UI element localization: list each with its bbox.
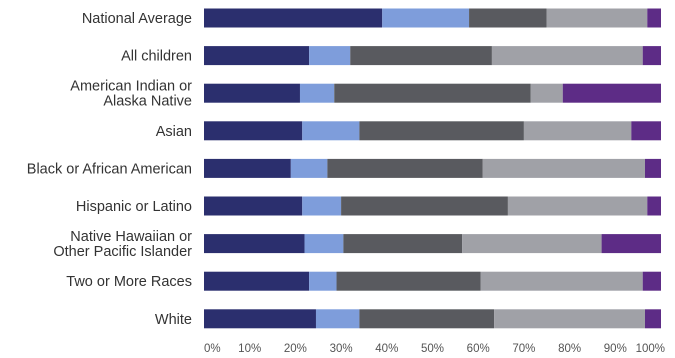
bar-segment-8-4 [645,309,661,329]
bar-segment-8-1 [315,309,360,329]
x-tick-label: 20% [284,343,307,355]
bar-segment-4-0 [204,158,291,178]
category-labels: National Average All children American Ind… [27,11,192,328]
category-label: White [155,312,192,328]
x-tick-label: 100% [636,343,665,355]
bars-layer [204,8,661,329]
x-tick-label: 80% [558,343,581,355]
category-label-line: Other Pacific Islander [53,244,192,260]
bar-segment-7-0 [204,271,310,291]
bar-segment-5-4 [647,196,661,216]
bar-segment-3-0 [204,121,303,141]
category-label-line: All children [121,49,192,65]
category-label: Native Hawaiian or Other Pacific Islander [53,229,192,260]
bar-segment-3-2 [359,121,524,141]
category-label: Hispanic or Latino [76,199,192,215]
bar-segment-8-2 [359,309,495,329]
category-label-line: Hispanic or Latino [76,199,192,215]
x-tick-label: 60% [467,343,490,355]
bar-segment-2-4 [562,83,661,103]
bar-segment-5-1 [302,196,342,216]
bar-segment-6-3 [462,234,602,254]
bar-segment-5-0 [204,196,303,216]
x-axis-ticks: 0% 10% 20% 30% 40% 50% 60% 70% 80% 90% 100% [204,343,665,355]
category-label-line: Asian [156,124,192,140]
bar-segment-7-2 [336,271,481,291]
bar-segment-7-1 [309,271,337,291]
x-tick-label: 30% [330,343,353,355]
category-label-line: National Average [82,11,192,27]
bar-segment-1-0 [204,46,310,66]
bar-segment-2-1 [299,83,335,103]
bar-segment-1-4 [642,46,661,66]
x-tick-label: 70% [512,343,535,355]
category-label-line: Native Hawaiian or [70,229,192,245]
x-tick-label: 40% [375,343,398,355]
bar-segment-6-1 [304,234,344,254]
category-label-line: Black or African American [27,161,192,177]
bar-segment-0-3 [546,8,648,28]
bar-segment-4-1 [290,158,328,178]
bar-segment-3-3 [523,121,632,141]
category-label-line: American Indian or [70,79,192,95]
category-label: National Average [82,11,192,27]
bar-segment-2-3 [530,83,563,103]
bar-segment-2-2 [334,83,531,103]
bar-segment-5-2 [341,196,508,216]
bar-segment-1-3 [491,46,643,66]
x-tick-label: 10% [238,343,261,355]
category-label: American Indian or Alaska Native [70,79,192,110]
x-tick-label: 90% [604,343,627,355]
x-tick-label: 0% [204,343,221,355]
bar-segment-2-0 [204,83,300,103]
category-label: All children [121,49,192,65]
category-label: Asian [156,124,192,140]
bar-segment-3-1 [302,121,360,141]
bar-segment-1-2 [350,46,492,66]
category-label-line: Two or More Races [66,274,192,290]
bar-segment-3-4 [631,121,661,141]
bar-segment-5-3 [507,196,648,216]
category-label: Two or More Races [66,274,192,290]
category-label: Black or African American [27,161,192,177]
bar-segment-0-0 [204,8,383,28]
category-label-line: Alaska Native [103,94,192,110]
bar-segment-6-0 [204,234,305,254]
bar-segment-0-4 [647,8,661,28]
bar-segment-0-2 [469,8,547,28]
bar-segment-6-4 [601,234,661,254]
bar-segment-4-2 [327,158,483,178]
x-tick-label: 50% [421,343,444,355]
bar-segment-7-4 [642,271,661,291]
bar-segment-6-2 [343,234,463,254]
bar-segment-7-3 [480,271,643,291]
bar-segment-8-0 [204,309,316,329]
bar-segment-1-1 [309,46,351,66]
bar-segment-8-3 [494,309,645,329]
category-label-line: White [155,312,192,328]
bar-segment-4-4 [645,158,661,178]
bar-segment-4-3 [482,158,646,178]
bar-segment-0-1 [382,8,470,28]
